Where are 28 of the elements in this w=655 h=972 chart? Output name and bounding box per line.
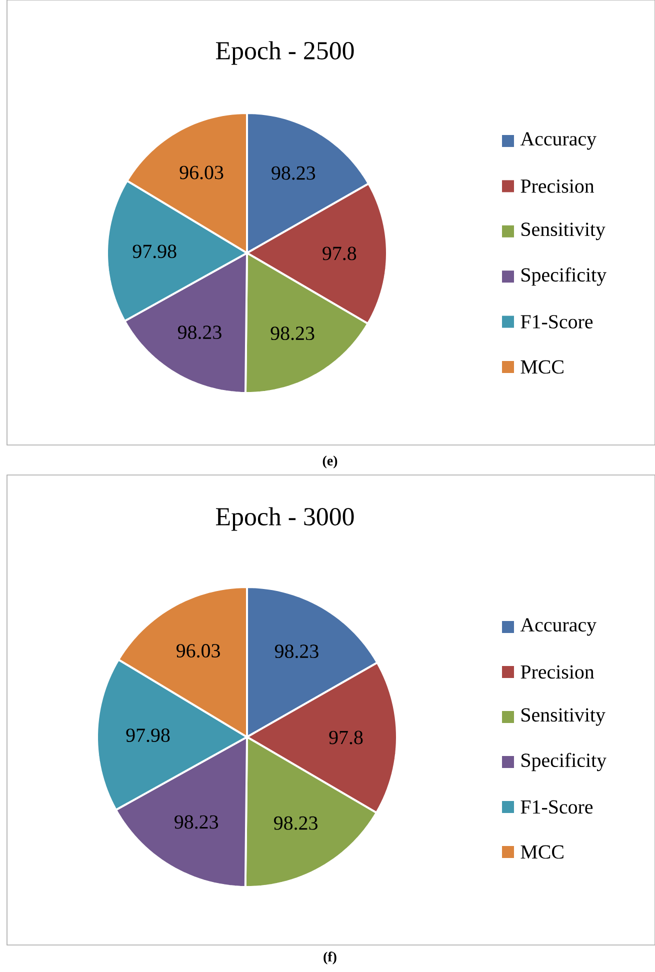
legend-label: Sensitivity — [522, 708, 606, 726]
legend-label: MCC — [520, 845, 564, 859]
legend-label: Accuracy — [520, 618, 596, 636]
text: (f) — [324, 952, 336, 964]
legend-label: Precision — [520, 179, 594, 193]
data-label: 97.8 — [322, 246, 356, 260]
text: (e) — [322, 456, 338, 468]
data-label: 96.03 — [176, 644, 220, 658]
data-label: 98.23 — [274, 816, 318, 830]
legend-label: F1-Score — [520, 800, 593, 814]
data-label: 98.23 — [274, 644, 318, 658]
data-label: 97.98 — [132, 244, 176, 258]
data-label: 98.23 — [272, 166, 316, 180]
chart-title: Epoch - 3000 — [216, 507, 354, 531]
legend-label: F1-Score — [520, 315, 593, 328]
data-label: 98.23 — [270, 326, 314, 340]
legend-label: Precision — [520, 665, 594, 679]
data-label: 97.98 — [126, 728, 170, 742]
data-label: 97.8 — [329, 730, 363, 744]
data-label: 98.23 — [174, 815, 218, 829]
legend-label: Specificity — [522, 752, 606, 772]
legend-label: MCC — [520, 360, 564, 374]
legend-label: Accuracy — [520, 132, 596, 150]
chart-title: Epoch - 2500 — [216, 41, 354, 65]
legend-label: Sensitivity — [522, 222, 606, 240]
data-label: 96.03 — [180, 166, 224, 180]
legend-label: Specificity — [522, 267, 606, 286]
data-label: 98.23 — [178, 326, 222, 340]
